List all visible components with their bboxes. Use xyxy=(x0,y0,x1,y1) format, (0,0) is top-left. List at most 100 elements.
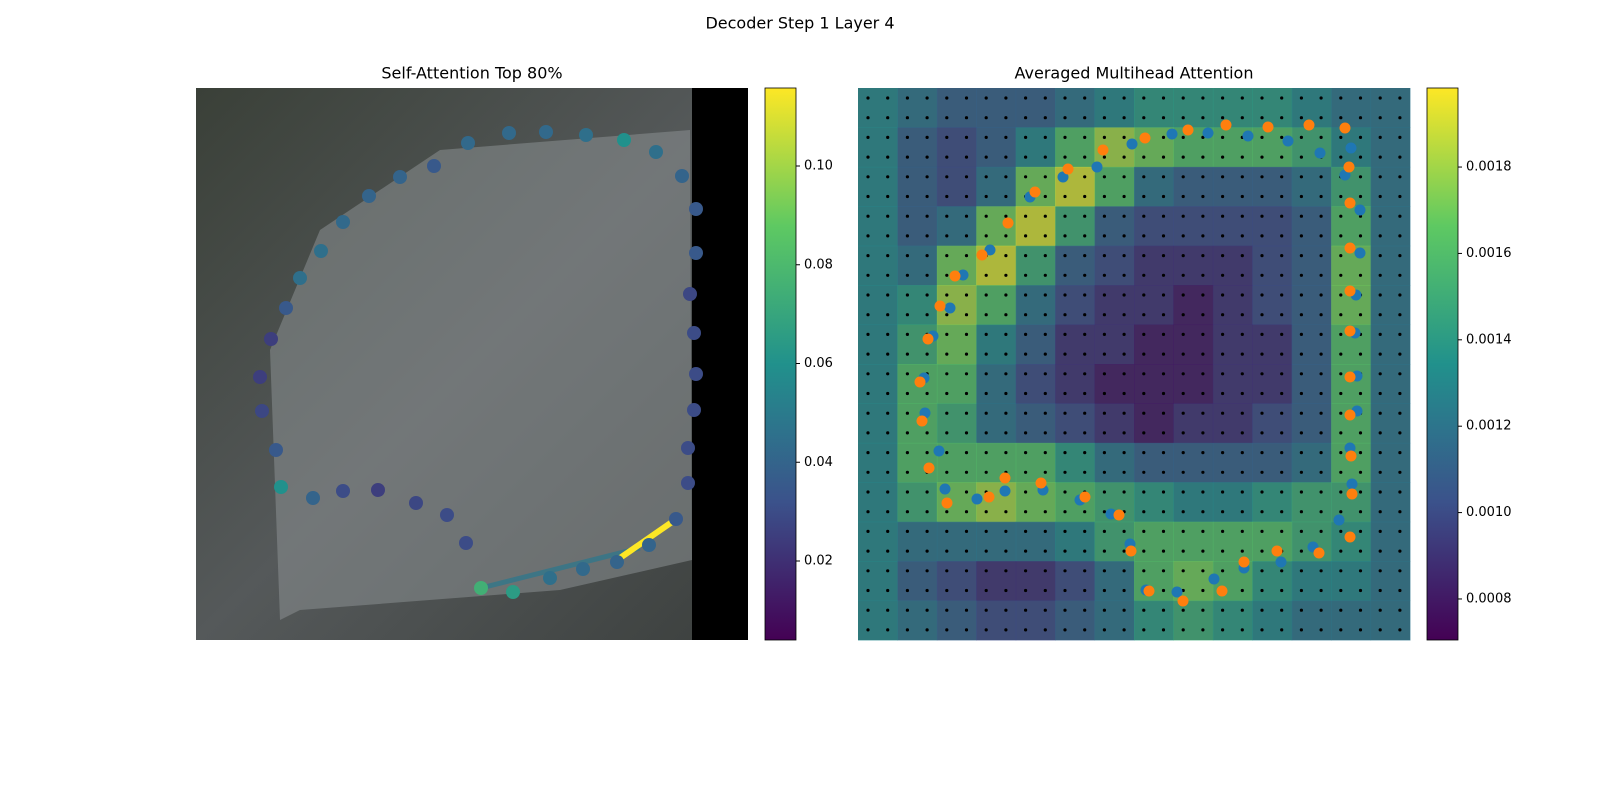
reference-dot xyxy=(925,96,929,100)
reference-dot xyxy=(1024,116,1028,120)
point xyxy=(1182,124,1194,136)
reference-dot xyxy=(1280,431,1284,435)
heatmap-cell xyxy=(1252,482,1293,523)
reference-dot xyxy=(1063,214,1067,218)
colorbar-tick-label: 0.0008 xyxy=(1466,591,1512,606)
reference-dot xyxy=(1280,116,1284,120)
reference-dot xyxy=(1201,332,1205,336)
reference-dot xyxy=(1358,588,1363,593)
reference-dot xyxy=(1339,313,1343,317)
reference-dot xyxy=(1240,431,1244,435)
reference-dot xyxy=(1398,234,1402,238)
point xyxy=(1216,585,1228,597)
reference-dot xyxy=(1102,96,1106,100)
heatmap-cell xyxy=(1173,88,1214,128)
reference-dot xyxy=(1063,569,1067,573)
reference-dot xyxy=(1102,549,1106,553)
reference-dot xyxy=(1102,234,1106,238)
reference-dot xyxy=(1063,116,1067,120)
heatmap-cell xyxy=(1212,442,1253,483)
reference-dot xyxy=(866,313,870,317)
reference-dot xyxy=(984,352,988,356)
heatmap-cell xyxy=(858,285,898,326)
heatmap-cell xyxy=(858,521,898,562)
reference-dot xyxy=(905,372,910,376)
heatmap-cell xyxy=(1370,285,1411,326)
reference-dot xyxy=(1339,135,1343,139)
point xyxy=(1346,478,1358,490)
point xyxy=(683,287,697,301)
reference-dot xyxy=(945,194,949,199)
reference-dot xyxy=(1201,214,1205,218)
reference-dot xyxy=(1102,175,1106,179)
reference-dot xyxy=(1004,529,1008,534)
reference-dot xyxy=(1260,391,1264,396)
heatmap-cell xyxy=(1134,482,1174,523)
heatmap-cell xyxy=(1094,442,1135,483)
heatmap-cell xyxy=(1331,403,1372,444)
reference-dot xyxy=(1181,470,1185,474)
heatmap-cell xyxy=(1331,600,1372,641)
reference-dot xyxy=(1161,451,1166,455)
heatmap-cell xyxy=(1252,166,1293,207)
reference-dot xyxy=(1142,529,1146,534)
point xyxy=(681,476,695,490)
point xyxy=(253,370,267,384)
reference-dot xyxy=(866,352,870,356)
reference-dot xyxy=(1260,490,1264,494)
reference-dot xyxy=(1319,96,1323,100)
point xyxy=(1344,197,1356,209)
point xyxy=(1313,547,1325,559)
reference-dot xyxy=(1102,293,1106,297)
reference-dot xyxy=(1221,470,1225,474)
reference-dot xyxy=(1063,194,1067,199)
reference-dot xyxy=(1339,96,1343,100)
heatmap-cell xyxy=(1134,166,1174,207)
reference-dot xyxy=(1398,273,1402,277)
reference-dot xyxy=(1201,155,1205,159)
reference-dot xyxy=(1240,254,1244,258)
reference-dot xyxy=(905,332,910,336)
heatmap-cell xyxy=(1212,364,1253,404)
point xyxy=(269,443,283,457)
heatmap-cell xyxy=(1212,600,1253,641)
heatmap-cell xyxy=(976,127,1017,168)
reference-dot xyxy=(1043,569,1047,573)
point xyxy=(1262,121,1274,133)
reference-dot xyxy=(925,135,929,139)
reference-dot xyxy=(1122,451,1126,455)
heatmap-cell xyxy=(1252,521,1293,562)
reference-dot xyxy=(1280,234,1284,238)
reference-dot xyxy=(1004,273,1008,277)
reference-dot xyxy=(866,372,870,376)
reference-dot xyxy=(866,135,870,139)
heatmap-cell xyxy=(1370,127,1411,168)
point xyxy=(1057,171,1069,183)
reference-dot xyxy=(1339,391,1343,396)
reference-dot xyxy=(1319,470,1323,474)
reference-dot xyxy=(1181,372,1185,376)
colorbar-tick-label: 0.02 xyxy=(804,554,833,569)
heatmap-cell xyxy=(1212,245,1253,286)
reference-dot xyxy=(1201,372,1205,376)
point xyxy=(1105,508,1117,520)
reference-dot xyxy=(1299,234,1303,238)
reference-dot xyxy=(886,254,890,258)
reference-dot xyxy=(905,411,910,415)
reference-dot xyxy=(886,431,890,435)
reference-dot xyxy=(1240,588,1244,593)
colorbar-tick-label: 0.10 xyxy=(804,159,833,174)
reference-dot xyxy=(945,273,949,277)
reference-dot xyxy=(1398,155,1402,159)
heatmap-cell xyxy=(897,206,938,247)
reference-dot xyxy=(1221,352,1225,356)
reference-dot xyxy=(1122,411,1126,415)
reference-dot xyxy=(1260,628,1264,632)
reference-dot xyxy=(1043,588,1047,593)
reference-dot xyxy=(1299,273,1303,277)
reference-dot xyxy=(1063,391,1067,396)
reference-dot xyxy=(1260,372,1264,376)
point xyxy=(1344,371,1356,383)
reference-dot xyxy=(1221,194,1225,199)
heatmap-cell xyxy=(858,206,898,247)
